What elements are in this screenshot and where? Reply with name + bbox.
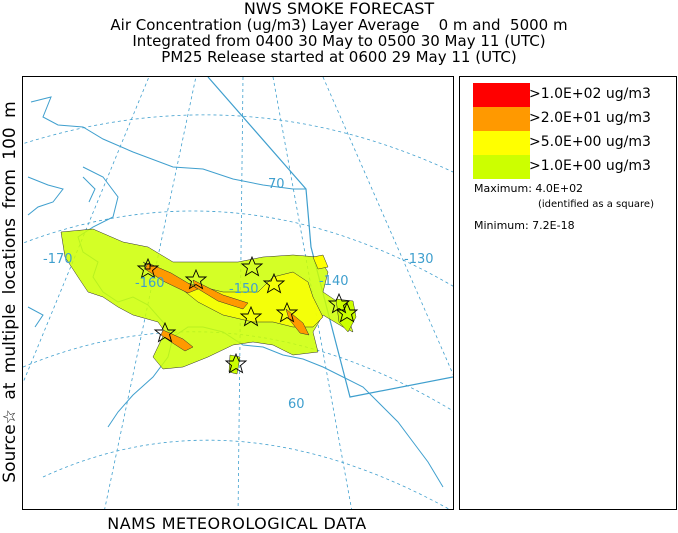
source-star [275, 301, 299, 323]
smoke-patch-right [335, 298, 357, 333]
source-star [153, 321, 177, 343]
minimum-value: Minimum: 7.2E-18 [474, 219, 575, 232]
legend-item-level-4: >1.0E+02 ug/m3 [473, 83, 673, 107]
title-block: NWS SMOKE FORECAST Air Concentration (ug… [0, 0, 678, 65]
legend-label: >2.0E+01 ug/m3 [529, 110, 651, 126]
meridian-minus-170 [23, 77, 150, 384]
legend-item-level-3: >2.0E+01 ug/m3 [473, 107, 673, 131]
source-star [239, 305, 263, 327]
maximum-square-marker [144, 263, 151, 270]
lon-label-minus-170: -170 [43, 252, 73, 267]
map-panel[interactable]: -170 -160 -150 -140 -130 70 60 [22, 76, 454, 510]
source-markers [136, 255, 359, 374]
source-star [262, 272, 286, 294]
latitude-line-55 [42, 439, 450, 509]
smoke-patch-north [312, 254, 329, 270]
integration-period: Integrated from 0400 30 May to 0500 30 M… [132, 32, 546, 50]
lat-label-70: 70 [268, 177, 285, 192]
source-star [184, 268, 208, 290]
legend-swatch-green [473, 155, 530, 179]
latitude-line-65 [23, 210, 453, 287]
maximum-value: Maximum: 4.0E+02 [474, 182, 584, 195]
source-star [335, 301, 359, 323]
lon-label-minus-160: -160 [135, 276, 165, 291]
lon-label-minus-140: -140 [319, 274, 349, 289]
source-star [136, 257, 160, 279]
source-side-label: Source☆ at multiple locations from 100 m [0, 76, 20, 508]
meridian-minus-130 [322, 77, 453, 376]
legend-panel: >1.0E+02 ug/m3 >2.0E+01 ug/m3 >5.0E+00 u… [459, 76, 677, 510]
release-start: PM25 Release started at 0600 29 May 11 (… [161, 48, 517, 66]
legend-swatch-red [473, 83, 530, 107]
lon-label-minus-150: -150 [229, 282, 259, 297]
maximum-note: (identified as a square) [538, 199, 654, 210]
time-zone-boundary [207, 77, 453, 398]
meridian-minus-150 [237, 77, 244, 509]
legend-label: >1.0E+02 ug/m3 [529, 86, 651, 102]
smoke-plume-orange-3 [160, 329, 194, 352]
legend-swatch-orange [473, 107, 530, 131]
source-side-label-text: Source☆ at multiple locations from 100 m [0, 101, 20, 483]
legend-label: >1.0E+00 ug/m3 [529, 158, 651, 174]
smoke-plume-orange-2 [192, 279, 249, 310]
latitude-line-60 [23, 331, 453, 412]
lon-label-minus-130: -130 [404, 252, 434, 267]
latitude-line-70 [23, 114, 453, 173]
legend-label: >5.0E+00 ug/m3 [529, 134, 651, 150]
source-star [224, 352, 248, 374]
legend-swatch-yellow [473, 131, 530, 155]
forecast-title: NWS SMOKE FORECAST [243, 0, 435, 18]
source-star [327, 292, 351, 314]
smoke-map[interactable]: -170 -160 -150 -140 -130 70 60 [23, 77, 453, 509]
meteorological-data-label: NAMS METEOROLOGICAL DATA [107, 514, 367, 533]
lat-label-60: 60 [288, 397, 305, 412]
legend-item-level-2: >5.0E+00 ug/m3 [473, 131, 673, 155]
source-star [240, 255, 264, 277]
legend-item-level-1: >1.0E+00 ug/m3 [473, 155, 673, 179]
concentration-subtitle: Air Concentration (ug/m3) Layer Average … [110, 16, 568, 34]
